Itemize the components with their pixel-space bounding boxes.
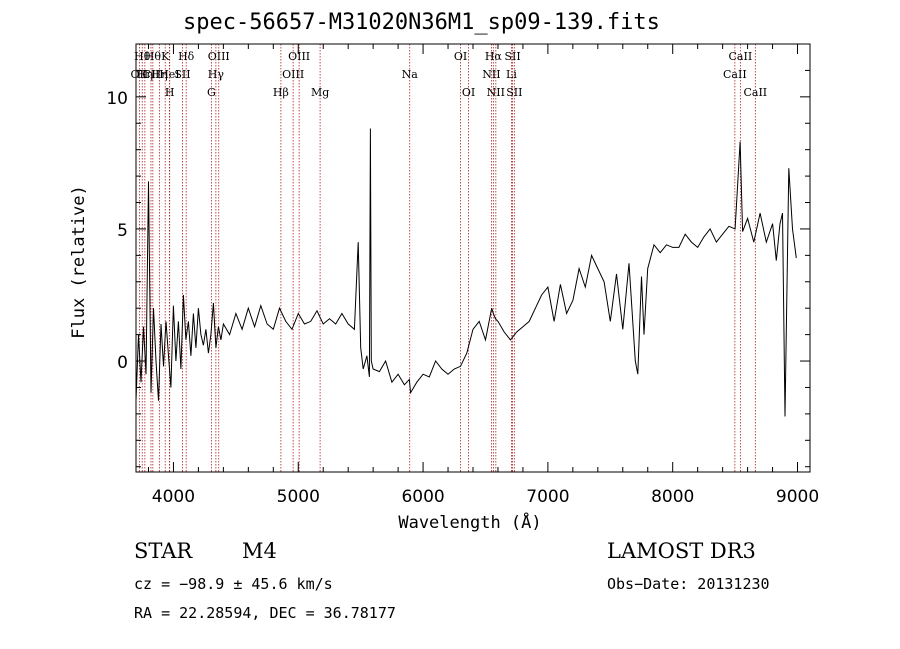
spectral-line-label: HeI	[159, 68, 179, 81]
spectral-line-label: G	[207, 86, 216, 99]
spectral-line-label: Hθ	[145, 50, 162, 63]
axis-ticks	[136, 43, 810, 472]
spectral-line-label: Na	[402, 68, 419, 81]
spectral-line-label: Li	[506, 68, 517, 81]
spectral-line-label: Hη	[137, 68, 153, 81]
observation-date: Obs−Date: 20131230	[607, 575, 770, 593]
spectral-line-label: OII	[131, 68, 149, 81]
spectral-line-label: H	[165, 86, 175, 99]
y-tick-label: 0	[117, 353, 128, 373]
spectral-line-label: CII	[142, 68, 159, 81]
x-tick-label: 9000	[776, 487, 819, 507]
spectral-line-markers	[138, 44, 756, 472]
coordinates: RA = 22.28594, DEC = 36.78177	[134, 604, 396, 622]
spectral-line-label: CaII	[723, 68, 747, 81]
spectral-line-label: Mg	[311, 86, 329, 99]
spectral-line-label: NII	[487, 86, 505, 99]
x-tick-label: 7000	[526, 487, 569, 507]
spectral-line-label: Hθ	[134, 50, 151, 63]
spectral-line-label: OIII	[288, 50, 310, 63]
object-subclass: M4	[242, 539, 277, 563]
redshift-velocity: cz = −98.9 ± 45.6 km/s	[134, 575, 333, 593]
spectrum-line	[135, 128, 797, 417]
plot-frame	[135, 43, 811, 473]
spectral-line-label: CaII	[729, 50, 753, 63]
spectral-line-label: Hα	[485, 50, 503, 63]
y-axis-label: Flux (relative)	[69, 185, 89, 339]
spectral-line-label: Hη	[151, 68, 167, 81]
spectral-line-label: Hβ	[273, 86, 289, 99]
y-tick-label: 10	[106, 89, 128, 109]
survey-name: LAMOST DR3	[607, 539, 756, 563]
spectral-line-label: OI	[454, 50, 467, 63]
spectral-line-label: OI	[462, 86, 475, 99]
spectral-line-label: OIII	[208, 50, 230, 63]
spectral-line-label: SII	[174, 68, 190, 81]
spectral-line-label: Hγ	[208, 68, 225, 81]
object-class: STAR	[134, 539, 193, 563]
spectral-line-label: NII	[482, 68, 500, 81]
x-tick-label: 6000	[401, 487, 444, 507]
y-tick-label: 5	[117, 221, 128, 241]
x-tick-label: 4000	[152, 487, 195, 507]
spectral-line-label: SII	[506, 86, 522, 99]
x-tick-label: 5000	[277, 487, 320, 507]
x-tick-label: 8000	[651, 487, 694, 507]
x-axis-label: Wavelength (Å)	[398, 511, 541, 533]
spectral-line-label: K	[161, 50, 170, 63]
spectral-line-label: SII	[504, 50, 520, 63]
spectral-line-label: OIII	[282, 68, 304, 81]
chart-title: spec-56657-M31020N36M1_sp09-139.fits	[183, 10, 660, 35]
spectral-line-labels: OIIHθHηCIIHθHηKHeIHSIIHδGHγOIIIHβOIIIOII…	[131, 50, 768, 99]
axis-tick-labels: 4000 5000 6000 7000 8000 9000 0 5 10	[106, 89, 819, 507]
spectral-line-label: Hδ	[178, 50, 195, 63]
spectral-line-label: CaII	[743, 86, 767, 99]
